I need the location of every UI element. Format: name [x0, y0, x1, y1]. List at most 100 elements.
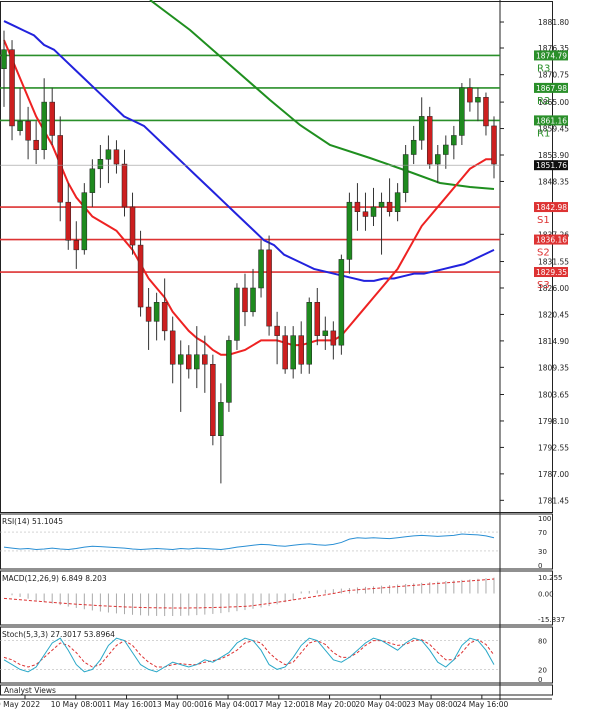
candle-body	[266, 249, 272, 327]
price-tick-label: 1820.45	[538, 310, 569, 319]
candle-body	[451, 135, 457, 146]
stoch-tick-label: 20	[538, 666, 547, 674]
candle-body	[298, 335, 304, 365]
candle-body	[25, 120, 31, 141]
price-tick-label: 1870.75	[538, 71, 569, 80]
candle-body	[378, 201, 385, 208]
level-name-r2: R2	[537, 96, 550, 107]
price-tick-label: 1826.00	[538, 284, 569, 293]
level-badge-s2	[534, 234, 568, 245]
candle-body	[483, 97, 489, 127]
candle-body	[338, 259, 345, 346]
current-price-label: 1851.76	[536, 161, 567, 170]
macd-signal-line	[3, 578, 495, 609]
candle-body	[418, 116, 425, 141]
level-badge-s1	[534, 202, 568, 213]
x-tick-label: 20 May 04:00	[355, 700, 407, 709]
candle-body	[121, 163, 128, 208]
stoch-tick-label: 0	[538, 676, 542, 684]
candle-body	[105, 149, 112, 160]
level-badge-label: 1867.98	[536, 84, 567, 93]
candle-body	[17, 120, 23, 131]
candle-body	[435, 154, 441, 165]
candle-body	[282, 335, 288, 370]
level-badge-label: 1861.16	[536, 116, 567, 125]
candle-body	[33, 139, 39, 151]
candle-body	[410, 139, 417, 155]
candle-body	[202, 354, 208, 365]
macd-label: MACD(12,26,9) 6.849 8.203	[2, 574, 107, 583]
candle-body	[73, 240, 80, 251]
candle-body	[161, 302, 168, 332]
level-name-s2: S2	[537, 248, 550, 259]
rsi-label: RSI(14) 51.1045	[2, 517, 63, 526]
macd-tick-label: 10.255	[538, 574, 563, 582]
candle-body	[459, 87, 465, 136]
price-tick-label: 1876.35	[538, 44, 569, 53]
candle-body	[153, 302, 160, 322]
candle-body	[137, 244, 144, 308]
candle-body	[491, 125, 497, 165]
x-tick-label: 23 May 08:00	[406, 700, 458, 709]
rsi-tick-label: 30	[538, 548, 547, 556]
candle-body	[129, 206, 136, 246]
ema-slow-line	[149, 0, 495, 190]
candle-body	[210, 363, 216, 436]
level-badge-s3	[534, 267, 568, 278]
macd-tick-label: -15.837	[538, 616, 565, 624]
x-tick-label: 24 May 16:00	[457, 700, 509, 709]
level-name-s1: S1	[537, 215, 550, 226]
price-tick-label: 1798.10	[538, 417, 569, 426]
candle-body	[258, 249, 264, 289]
footer-frame	[0, 684, 553, 696]
level-badge-label: 1842.98	[536, 203, 567, 212]
x-tick-label: 16 May 04:00	[203, 700, 255, 709]
candle-body	[226, 340, 232, 403]
level-name-r3: R3	[537, 63, 550, 74]
rsi-panel-frame	[0, 513, 553, 570]
candle-body	[402, 154, 409, 193]
candle-body	[194, 354, 200, 370]
level-badge-r2	[534, 82, 568, 93]
current-price-badge	[534, 160, 568, 171]
candle-body	[242, 287, 248, 313]
price-tick-label: 1859.45	[538, 125, 569, 134]
x-tick-label: 10 May 08:00	[51, 700, 103, 709]
price-tick-label: 1803.65	[538, 391, 569, 400]
candle-body	[250, 287, 256, 313]
candle-body	[89, 168, 96, 193]
price-tick-label: 1848.35	[538, 177, 569, 186]
candle-body	[97, 159, 104, 170]
x-tick-label: 11 May 16:00	[102, 700, 154, 709]
candle-body	[346, 201, 353, 260]
candle-body	[234, 287, 240, 341]
candle-body	[314, 302, 321, 336]
price-tick-label: 1814.90	[538, 337, 569, 346]
rsi-tick-label: 0	[538, 562, 542, 570]
level-badge-label: 1874.79	[536, 51, 567, 60]
candle-body	[218, 402, 224, 436]
candle-body	[113, 149, 120, 165]
stoch-label: Stoch(5,3,3) 27.3017 53.8964	[2, 630, 115, 639]
level-badge-label: 1829.35	[536, 268, 567, 277]
candle-body	[362, 211, 369, 217]
candle-body	[354, 201, 361, 212]
stoch-panel-frame	[0, 626, 553, 684]
x-tick-label: 13 May 00:00	[152, 700, 204, 709]
candle-body	[443, 144, 449, 155]
candle-body	[41, 101, 47, 151]
macd-tick-label: 0.00	[538, 591, 554, 599]
candle-body	[145, 306, 152, 322]
x-tick-label: 18 May 20:00	[305, 700, 357, 709]
footer-label: Analyst Views	[4, 686, 56, 695]
candle-body	[274, 325, 280, 336]
candle-body	[394, 192, 401, 212]
level-badge-r3	[534, 50, 568, 61]
main-panel-frame	[0, 1, 553, 513]
candle-body	[290, 335, 296, 370]
candle-body	[49, 101, 55, 136]
price-tick-label: 1831.55	[538, 258, 569, 267]
rsi-tick-label: 70	[538, 529, 547, 537]
candle-body	[65, 201, 72, 241]
